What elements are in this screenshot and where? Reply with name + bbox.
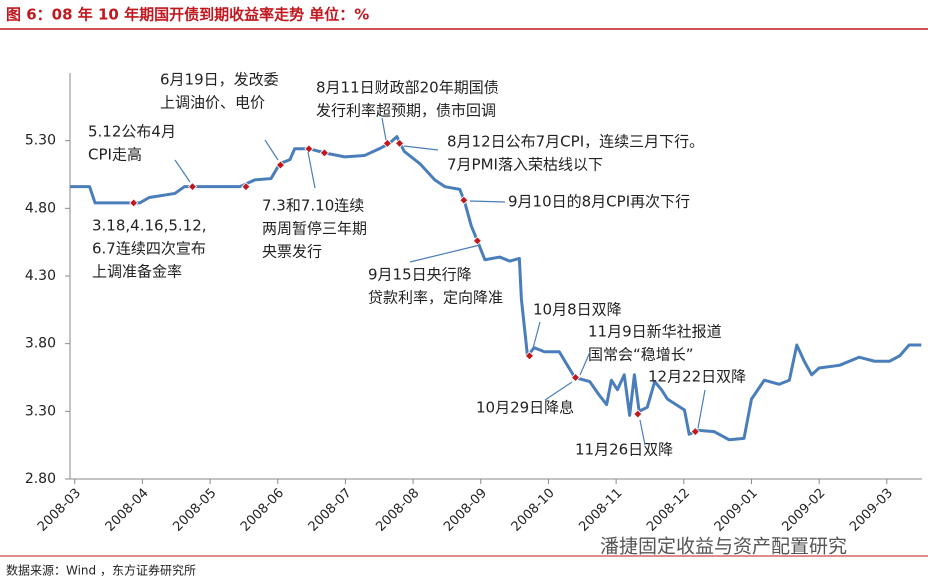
event-marker	[304, 144, 314, 154]
annotation: 3.18,4.16,5.12,	[92, 217, 207, 235]
annotation: 发行利率超预期，债市回调	[316, 102, 496, 120]
y-tick-label: 5.30	[25, 133, 56, 149]
x-tick-label: 2008-07	[306, 486, 355, 535]
x-tick-label: 2009-03	[847, 486, 896, 535]
annotation: 9月15日央行降	[368, 266, 472, 284]
annotation: 9月10日的8月CPI再次下行	[508, 193, 690, 211]
annotation-arrow	[174, 159, 191, 183]
event-marker	[241, 182, 251, 192]
x-tick-label: 2008-10	[509, 486, 558, 535]
annotation: CPI走高	[88, 146, 142, 164]
y-tick-label: 3.30	[25, 403, 56, 419]
annotation: 10月8日双降	[533, 301, 622, 319]
annotation-arrow	[531, 321, 541, 353]
event-marker	[129, 198, 139, 208]
x-tick-label: 2008-05	[170, 486, 219, 535]
source: 数据来源：Wind ，东方证券研究所	[6, 563, 196, 578]
annotation-arrow	[697, 389, 706, 429]
y-tick-label: 2.80	[25, 471, 56, 487]
y-tick-label: 3.80	[25, 336, 56, 352]
annotation-arrow	[307, 151, 316, 189]
chart-title: 图 6：08 年 10 年期国开债到期收益率走势 单位：%	[6, 6, 369, 24]
annotation-arrow	[264, 139, 279, 161]
x-tick-label: 2008-09	[441, 486, 490, 535]
event-marker	[459, 195, 469, 205]
annotation-arrow	[381, 117, 387, 141]
annotation: 上调准备金率	[92, 263, 182, 281]
x-tick-label: 2009-01	[712, 486, 761, 535]
x-tick-label: 2008-08	[373, 486, 422, 535]
x-tick-label: 2008-03	[35, 486, 84, 535]
annotation: 10月29日降息	[476, 399, 574, 417]
annotation: 12月22日双降	[648, 368, 746, 386]
annotation: 两周暂停三年期	[262, 220, 367, 238]
event-marker	[395, 138, 405, 148]
event-marker	[472, 236, 482, 246]
annotation: 11月9日新华社报道	[588, 323, 722, 341]
x-tick-label: 2009-02	[779, 486, 828, 535]
annotation: 11月26日双降	[575, 441, 673, 459]
annotation: 央票发行	[262, 243, 322, 261]
yield-line	[70, 135, 922, 442]
annotation-arrow	[544, 381, 573, 401]
annotation: 7月PMI落入荣枯线以下	[447, 156, 603, 174]
watermark: 潘捷固定收益与资产配置研究	[600, 536, 847, 558]
annotation-arrow	[579, 351, 591, 376]
event-marker	[319, 148, 330, 158]
annotation: 8月11日财政部20年期国债	[316, 79, 499, 97]
annotation: 6月19日，发改委	[160, 71, 279, 89]
annotation: 贷款利率，定向降准	[368, 289, 503, 307]
event-marker	[524, 351, 535, 361]
annotation: 5.12公布4月	[88, 123, 176, 141]
annotation: 国常会“稳增长”	[588, 346, 694, 364]
annotation: 7.3和7.10连续	[262, 197, 364, 215]
annotation-arrow	[409, 244, 481, 263]
event-marker	[187, 182, 198, 192]
event-marker	[690, 427, 700, 437]
event-marker	[275, 160, 286, 170]
x-tick-label: 2008-04	[103, 486, 152, 535]
x-tick-label: 2008-12	[644, 486, 693, 535]
y-tick-label: 4.80	[25, 200, 56, 216]
event-marker	[570, 372, 581, 383]
annotation-arrow	[469, 200, 506, 203]
annotation: 上调油价、电价	[160, 94, 265, 112]
annotation-arrow	[403, 145, 439, 151]
event-marker	[382, 138, 392, 148]
x-tick-label: 2008-11	[576, 486, 625, 535]
annotation: 6.7连续四次宣布	[92, 240, 206, 258]
event-marker	[633, 409, 643, 419]
annotation: 8月12日公布7月CPI，连续三月下行。	[447, 133, 704, 151]
annotation-arrow	[639, 419, 646, 446]
y-tick-label: 4.30	[25, 268, 56, 284]
x-tick-label: 2008-06	[238, 486, 287, 535]
